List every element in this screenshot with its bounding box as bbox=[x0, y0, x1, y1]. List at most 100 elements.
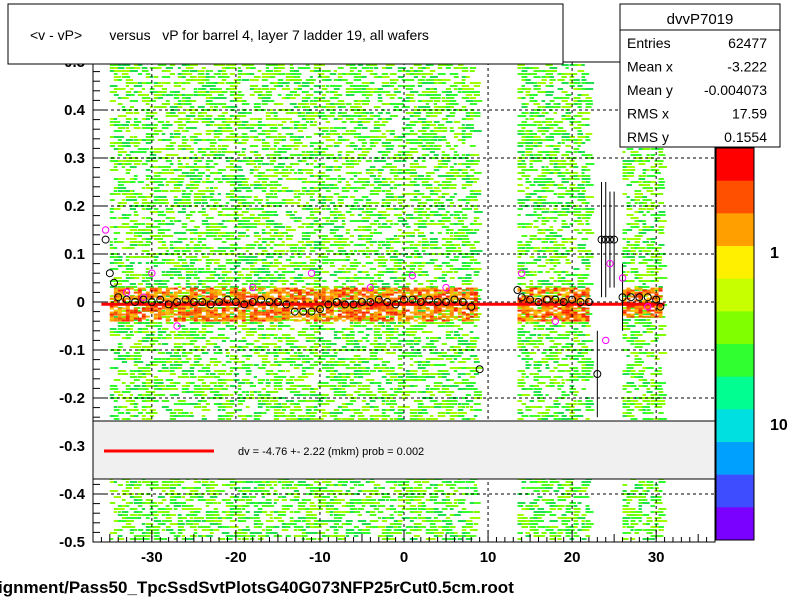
density-core-cell bbox=[265, 313, 270, 316]
density-core-cell bbox=[289, 307, 294, 310]
density-cell bbox=[185, 82, 191, 84]
density-core-cell bbox=[281, 313, 286, 316]
density-core-cell bbox=[321, 297, 326, 300]
density-cell bbox=[309, 340, 316, 342]
density-cell bbox=[109, 388, 117, 390]
density-cell bbox=[293, 526, 299, 528]
density-cell bbox=[317, 403, 325, 405]
density-cell bbox=[197, 151, 207, 153]
density-cell bbox=[213, 133, 223, 135]
density-cell bbox=[121, 187, 127, 189]
density-cell bbox=[301, 100, 309, 102]
density-cell bbox=[229, 340, 235, 342]
density-cell bbox=[273, 82, 280, 84]
density-cell bbox=[121, 163, 130, 165]
density-cell bbox=[337, 214, 344, 216]
density-core-cell bbox=[229, 319, 234, 322]
density-cell bbox=[237, 73, 244, 75]
density-cell bbox=[281, 337, 289, 339]
density-cell bbox=[237, 76, 241, 78]
density-cell bbox=[113, 406, 118, 408]
density-cell bbox=[229, 250, 235, 252]
density-core-cell bbox=[153, 317, 158, 320]
density-cell bbox=[121, 361, 128, 363]
density-cell bbox=[181, 388, 187, 390]
density-cell bbox=[261, 100, 270, 102]
density-cell bbox=[197, 160, 203, 162]
density-core-cell bbox=[201, 291, 206, 294]
density-cell bbox=[329, 262, 334, 264]
density-cell bbox=[117, 127, 125, 129]
density-cell bbox=[149, 262, 159, 264]
density-cell bbox=[285, 418, 290, 420]
density-cell bbox=[293, 70, 299, 72]
density-core-cell bbox=[337, 315, 342, 318]
density-cell bbox=[229, 346, 238, 348]
density-cell bbox=[261, 181, 267, 183]
density-cell bbox=[129, 286, 138, 288]
density-cell bbox=[329, 385, 337, 387]
density-cell bbox=[265, 502, 272, 504]
density-cell bbox=[213, 370, 219, 372]
density-cell bbox=[301, 508, 309, 510]
density-cell bbox=[337, 94, 343, 96]
density-core-cell bbox=[225, 309, 230, 312]
density-cell bbox=[141, 535, 148, 537]
density-core-cell bbox=[129, 309, 134, 312]
density-cell bbox=[157, 166, 167, 168]
density-cell bbox=[229, 520, 236, 522]
density-cell bbox=[253, 511, 263, 513]
density-cell bbox=[285, 172, 292, 174]
density-cell bbox=[165, 67, 173, 69]
density-cell bbox=[125, 85, 129, 87]
density-cell bbox=[137, 91, 142, 93]
density-core-cell bbox=[241, 297, 246, 300]
density-cell bbox=[265, 244, 271, 246]
density-cell bbox=[329, 355, 338, 357]
density-cell bbox=[273, 334, 277, 336]
density-cell bbox=[269, 334, 278, 336]
density-cell bbox=[253, 376, 257, 378]
density-core-cell bbox=[273, 313, 278, 316]
density-cell bbox=[177, 277, 186, 279]
density-core-cell bbox=[121, 287, 126, 290]
density-cell bbox=[173, 97, 180, 99]
density-cell bbox=[237, 511, 242, 513]
density-cell bbox=[193, 406, 202, 408]
density-cell bbox=[145, 124, 154, 126]
density-cell bbox=[185, 352, 193, 354]
density-cell bbox=[189, 229, 198, 231]
density-cell bbox=[333, 241, 341, 243]
density-cell bbox=[209, 235, 217, 237]
density-cell bbox=[185, 487, 195, 489]
density-cell bbox=[121, 406, 128, 408]
density-cell bbox=[337, 103, 345, 105]
density-cell bbox=[201, 334, 207, 336]
density-cell bbox=[197, 403, 201, 405]
density-cell bbox=[109, 169, 119, 171]
density-cell bbox=[193, 286, 199, 288]
density-core-cell bbox=[285, 311, 290, 314]
density-cell bbox=[257, 391, 262, 393]
density-cell bbox=[229, 130, 234, 132]
density-cell bbox=[249, 226, 257, 228]
density-cell bbox=[321, 100, 331, 102]
density-cell bbox=[333, 145, 340, 147]
density-core-cell bbox=[221, 319, 226, 322]
density-cell bbox=[229, 208, 237, 210]
density-cell bbox=[197, 526, 207, 528]
density-cell bbox=[181, 250, 189, 252]
density-cell bbox=[273, 229, 279, 231]
density-cell bbox=[285, 199, 294, 201]
density-cell bbox=[165, 508, 173, 510]
density-cell bbox=[125, 94, 132, 96]
density-cell bbox=[305, 193, 310, 195]
density-cell bbox=[157, 238, 163, 240]
density-core-cell bbox=[117, 295, 122, 298]
density-cell bbox=[285, 361, 292, 363]
density-cell bbox=[145, 385, 155, 387]
density-cell bbox=[317, 184, 326, 186]
density-cell bbox=[245, 370, 252, 372]
density-cell bbox=[185, 280, 190, 282]
